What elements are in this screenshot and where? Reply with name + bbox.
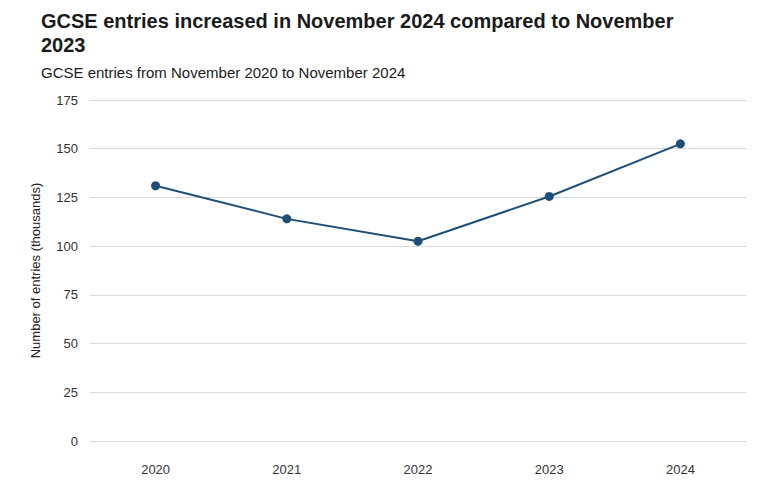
svg-text:100: 100 xyxy=(56,239,78,254)
svg-text:150: 150 xyxy=(56,141,78,156)
svg-text:Number of entries (thousands): Number of entries (thousands) xyxy=(28,183,43,359)
svg-text:0: 0 xyxy=(71,434,78,449)
svg-text:2020: 2020 xyxy=(141,462,170,477)
svg-text:2021: 2021 xyxy=(272,462,301,477)
svg-text:2024: 2024 xyxy=(666,462,695,477)
svg-text:GCSE entries increased in Nove: GCSE entries increased in November 2024 … xyxy=(41,10,679,32)
svg-text:2023: 2023 xyxy=(41,34,86,56)
svg-text:175: 175 xyxy=(56,93,78,108)
svg-text:125: 125 xyxy=(56,190,78,205)
svg-text:GCSE entries from November 202: GCSE entries from November 2020 to Novem… xyxy=(41,64,405,81)
svg-text:2023: 2023 xyxy=(535,462,564,477)
svg-text:75: 75 xyxy=(64,287,78,302)
svg-text:2022: 2022 xyxy=(404,462,433,477)
svg-text:25: 25 xyxy=(64,385,78,400)
svg-text:50: 50 xyxy=(64,336,78,351)
